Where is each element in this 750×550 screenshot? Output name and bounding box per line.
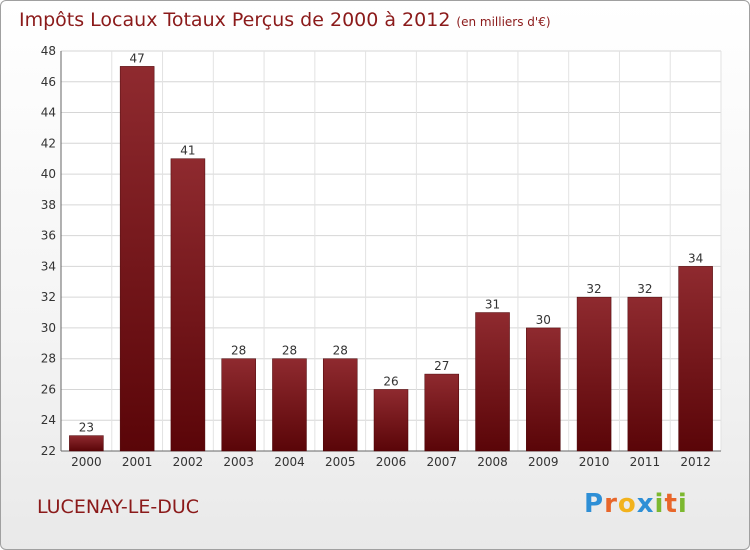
x-tick-label-2002: 2002 [173, 455, 204, 469]
bar-2001 [119, 66, 155, 452]
bar-2002 [170, 158, 206, 452]
value-label-2003: 28 [231, 344, 246, 358]
labels: 22 24 26 28 30 32 34 36 38 40 42 44 46 48 23 2000 47 2001… [41, 44, 711, 469]
value-label-2001: 47 [130, 51, 145, 65]
y-tick-label: 46 [41, 75, 56, 89]
commune-name: LUCENAY-LE-DUC [37, 496, 200, 518]
x-tick-label-2004: 2004 [274, 455, 305, 469]
y-tick-label: 48 [41, 44, 56, 58]
y-tick-label: 44 [41, 106, 56, 120]
x-tick-label-2008: 2008 [477, 455, 508, 469]
bar-2011 [627, 296, 663, 452]
logo-letter: x [636, 489, 655, 519]
title-text: Impôts Locaux Totaux Perçus de 2000 à 20… [19, 9, 451, 31]
proxiti-logo: Proxiti [584, 489, 688, 519]
x-tick-label-2012: 2012 [680, 455, 711, 469]
logo-letter: P [584, 489, 605, 519]
y-tick-label: 40 [41, 167, 56, 181]
value-label-2012: 34 [688, 251, 703, 265]
x-tick-label-2001: 2001 [122, 455, 153, 469]
logo-letter: o [617, 489, 637, 519]
value-label-2000: 23 [79, 421, 94, 435]
y-tick-label: 36 [41, 229, 56, 243]
bar-2008 [475, 312, 510, 452]
x-tick-label-2006: 2006 [376, 455, 407, 469]
bar-2005 [322, 358, 358, 452]
value-label-2005: 28 [333, 344, 348, 358]
bar-2006 [373, 389, 409, 452]
logo-letter: i [677, 489, 688, 519]
value-label-2006: 26 [383, 374, 398, 388]
y-tick-label: 30 [41, 321, 56, 335]
x-tick-label-2000: 2000 [71, 455, 102, 469]
value-label-2010: 32 [586, 282, 601, 296]
value-label-2002: 41 [180, 144, 195, 158]
chart-title: Impôts Locaux Totaux Perçus de 2000 à 20… [19, 9, 551, 31]
logo-letter: i [654, 489, 665, 519]
y-tick-label: 32 [41, 290, 56, 304]
bar-2000 [69, 435, 104, 452]
y-tick-label: 24 [41, 413, 56, 427]
logo-letter: t [664, 489, 678, 519]
y-tick-label: 28 [41, 352, 56, 366]
x-tick-label-2005: 2005 [325, 455, 356, 469]
bar-2009 [526, 327, 561, 452]
value-label-2009: 30 [536, 313, 551, 327]
value-label-2007: 27 [434, 359, 449, 373]
logo-letter: r [604, 489, 618, 519]
value-label-2004: 28 [282, 344, 297, 358]
y-tick-label: 22 [41, 444, 56, 458]
value-label-2011: 32 [637, 282, 652, 296]
y-tick-label: 42 [41, 136, 56, 150]
x-tick-label-2011: 2011 [630, 455, 661, 469]
bar-2012 [678, 266, 713, 452]
bar-2007 [424, 373, 460, 452]
bar-2003 [221, 358, 256, 452]
y-tick-label: 26 [41, 382, 56, 396]
bars [69, 66, 713, 452]
x-tick-label-2007: 2007 [426, 455, 457, 469]
value-label-2008: 31 [485, 298, 500, 312]
x-tick-label-2010: 2010 [579, 455, 610, 469]
chart-subtitle: (en milliers d'€) [456, 15, 551, 29]
y-tick-label: 34 [41, 259, 56, 273]
x-tick-label-2009: 2009 [528, 455, 559, 469]
x-tick-label-2003: 2003 [223, 455, 254, 469]
y-tick-label: 38 [41, 198, 56, 212]
bar-2010 [576, 296, 612, 452]
bar-2004 [272, 358, 307, 452]
